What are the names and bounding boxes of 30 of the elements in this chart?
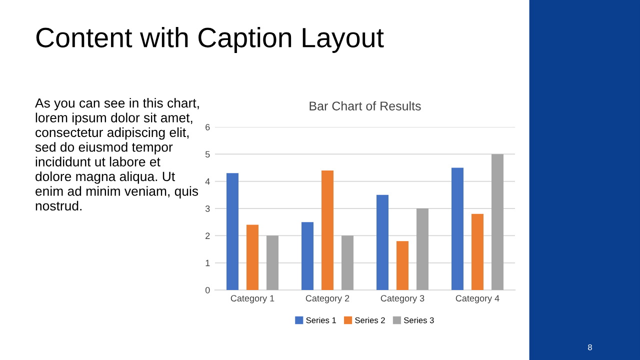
bar	[472, 214, 484, 290]
bar	[302, 222, 314, 290]
text: As you can see in this chart, lorem ipsum dolor sit amet, consectetur adipiscing elit, sed do eiusmod tempor incididunt ut labore et dolore magna aliqua. Ut enim ad minim veniam, quis nostrud.	[35, 98, 199, 211]
legend-label: Series 1	[306, 317, 336, 324]
bar	[452, 168, 464, 290]
bar	[226, 173, 238, 290]
bar	[492, 154, 504, 290]
y-tick-label: 5	[205, 151, 210, 158]
bar	[266, 236, 278, 290]
x-tick-label: Category 4	[456, 295, 500, 304]
y-tick-label: 4	[205, 178, 210, 185]
y-tick-label: 3	[205, 205, 210, 212]
x-tick-label: Category 1	[230, 295, 274, 304]
bar	[416, 208, 428, 290]
x-tick-label: Category 3	[380, 295, 424, 304]
legend-label: Series 3	[404, 317, 434, 324]
y-tick-label: 1	[206, 260, 210, 266]
bar	[342, 236, 354, 290]
bar	[396, 241, 408, 290]
x-tick-label: Category 2	[306, 295, 350, 304]
y-tick-label: 2	[206, 232, 210, 239]
chart-title: Bar Chart of Results	[310, 101, 421, 110]
bar	[246, 224, 258, 290]
legend-label: Series 2	[355, 317, 385, 324]
text: 8	[588, 344, 592, 350]
text: Content with Caption Layout	[36, 27, 384, 53]
y-tick-label: 6	[206, 124, 210, 130]
bar	[376, 194, 388, 290]
bar	[322, 170, 334, 290]
y-tick-label: 0	[205, 286, 210, 294]
